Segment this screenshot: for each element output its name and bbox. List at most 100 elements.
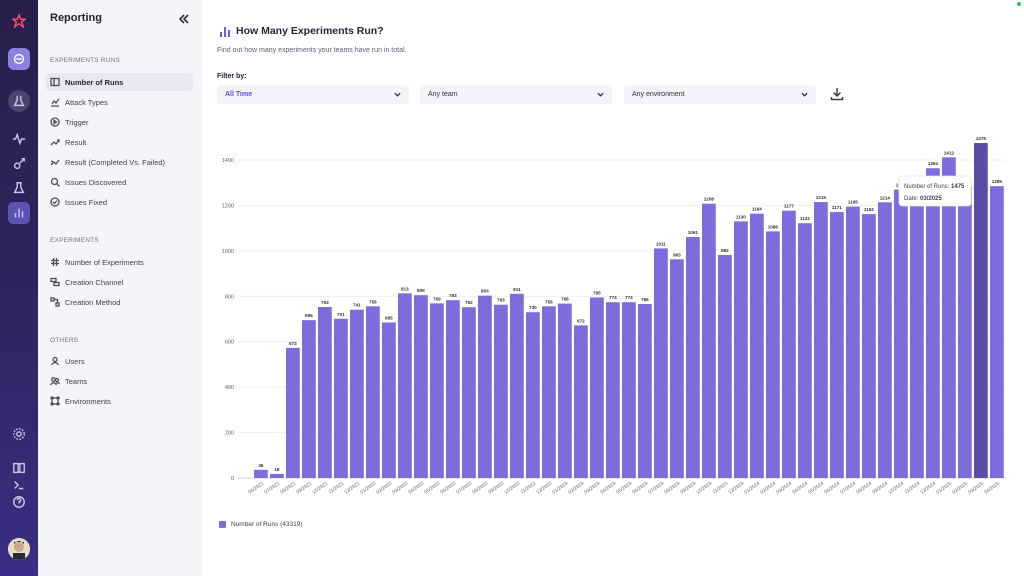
- bar[interactable]: [510, 293, 524, 478]
- bar[interactable]: [718, 254, 732, 478]
- download-icon[interactable]: [830, 87, 844, 101]
- reporting-icon[interactable]: [8, 202, 30, 224]
- y-tick-label: 200: [225, 431, 234, 437]
- bar[interactable]: [254, 469, 268, 478]
- x-tick-label: 04/2025: [983, 481, 1001, 496]
- bar[interactable]: [478, 295, 492, 478]
- bar[interactable]: [798, 223, 812, 478]
- search-issue-icon: [50, 177, 60, 187]
- sidebar-item-trigger[interactable]: Trigger: [46, 113, 193, 131]
- activity-icon[interactable]: [8, 128, 30, 150]
- main-content: How Many Experiments Run? Find out how m…: [202, 0, 1024, 576]
- hash-icon: [50, 257, 60, 267]
- collapse-sidebar-icon[interactable]: [178, 12, 190, 24]
- docs-book-icon[interactable]: [8, 457, 30, 479]
- bar[interactable]: [862, 214, 876, 478]
- logo-icon[interactable]: [8, 10, 30, 32]
- attacks-icon[interactable]: [8, 153, 30, 175]
- bar[interactable]: [670, 259, 684, 478]
- bar[interactable]: [526, 312, 540, 478]
- x-tick-label: 09/2024: [871, 481, 889, 496]
- bar-value-label: 36: [258, 463, 264, 468]
- bar[interactable]: [366, 306, 380, 478]
- bar[interactable]: [942, 157, 956, 478]
- bar[interactable]: [574, 325, 588, 478]
- sidebar-item-environments[interactable]: Environments: [46, 392, 193, 410]
- bar[interactable]: [606, 302, 620, 478]
- time-filter-select[interactable]: All Time: [217, 85, 409, 104]
- bar-value-label: 18: [274, 467, 280, 472]
- environment-filter-select[interactable]: Any environment: [624, 85, 816, 104]
- bar[interactable]: [734, 221, 748, 478]
- bar[interactable]: [638, 304, 652, 478]
- bar[interactable]: [782, 210, 796, 478]
- sidebar-item-creation-method[interactable]: Creation Method: [46, 293, 193, 311]
- bar[interactable]: [974, 143, 988, 478]
- sidebar-item-attack-types[interactable]: Attack Types: [46, 93, 193, 111]
- sidebar-item-number-of-experiments[interactable]: Number of Experiments: [46, 253, 193, 271]
- bar-value-label: 803: [481, 289, 489, 294]
- bar[interactable]: [430, 303, 444, 478]
- terminal-icon[interactable]: [8, 474, 30, 496]
- sidebar-item-users[interactable]: Users: [46, 352, 193, 370]
- bar[interactable]: [926, 168, 940, 479]
- bar[interactable]: [398, 293, 412, 478]
- bar[interactable]: [846, 206, 860, 478]
- bar[interactable]: [446, 300, 460, 478]
- bar-value-label: 1475: [976, 136, 987, 141]
- bar[interactable]: [830, 212, 844, 478]
- x-tick-label: 12/2023: [727, 481, 745, 496]
- chevron-down-icon: [801, 91, 808, 98]
- bar[interactable]: [350, 309, 364, 478]
- bar[interactable]: [766, 231, 780, 478]
- bar[interactable]: [702, 203, 716, 478]
- experiments-flask-icon[interactable]: [8, 177, 30, 199]
- bar[interactable]: [318, 306, 332, 478]
- bar[interactable]: [542, 306, 556, 478]
- x-tick-label: 10/2022: [503, 481, 521, 496]
- bar[interactable]: [302, 320, 316, 478]
- bar[interactable]: [558, 303, 572, 478]
- sidebar-item-issues-discovered[interactable]: Issues Discovered: [46, 173, 193, 191]
- bar-value-label: 1011: [656, 241, 666, 246]
- bar[interactable]: [590, 297, 604, 478]
- bar[interactable]: [334, 318, 348, 478]
- bar[interactable]: [750, 213, 764, 478]
- sidebar-item-number-of-runs[interactable]: Number of Runs: [46, 73, 193, 91]
- sidebar-item-result-completed-vs-failed[interactable]: Result (Completed Vs. Failed): [46, 153, 193, 171]
- y-tick-label: 1000: [222, 249, 234, 255]
- sidebar-item-issues-fixed[interactable]: Issues Fixed: [46, 193, 193, 211]
- x-tick-label: 12/2024: [919, 481, 937, 496]
- chart-legend[interactable]: Number of Runs (43319): [219, 521, 303, 528]
- sidebar-item-label: Issues Discovered: [65, 177, 127, 187]
- sidebar-item-teams[interactable]: Teams: [46, 372, 193, 390]
- help-icon[interactable]: [8, 491, 30, 513]
- bar[interactable]: [462, 307, 476, 478]
- lab-flask-icon[interactable]: [8, 90, 30, 112]
- bar[interactable]: [894, 189, 908, 478]
- sidebar-item-creation-channel[interactable]: Creation Channel: [46, 273, 193, 291]
- team-filter-select[interactable]: Any team: [420, 85, 612, 104]
- bar[interactable]: [814, 202, 828, 478]
- legend-swatch: [219, 521, 226, 528]
- settings-gear-icon[interactable]: [8, 423, 30, 445]
- bar[interactable]: [686, 237, 700, 478]
- attack-types-icon: [50, 97, 60, 107]
- bar[interactable]: [654, 248, 668, 478]
- section-label: OTHERS: [50, 337, 79, 344]
- bar[interactable]: [494, 304, 508, 478]
- bar[interactable]: [958, 186, 972, 478]
- bar[interactable]: [382, 322, 396, 478]
- bar[interactable]: [910, 199, 924, 478]
- bar[interactable]: [622, 302, 636, 478]
- bar[interactable]: [414, 295, 428, 478]
- bar[interactable]: [286, 347, 300, 478]
- bar[interactable]: [270, 473, 284, 478]
- bar-value-label: 1214: [880, 195, 891, 200]
- x-tick-label: 06/2024: [823, 481, 841, 496]
- team-switcher-icon[interactable]: [8, 48, 30, 70]
- bar[interactable]: [990, 186, 1004, 478]
- bar[interactable]: [878, 202, 892, 479]
- sidebar-item-result[interactable]: Result: [46, 133, 193, 151]
- user-avatar[interactable]: [8, 538, 30, 560]
